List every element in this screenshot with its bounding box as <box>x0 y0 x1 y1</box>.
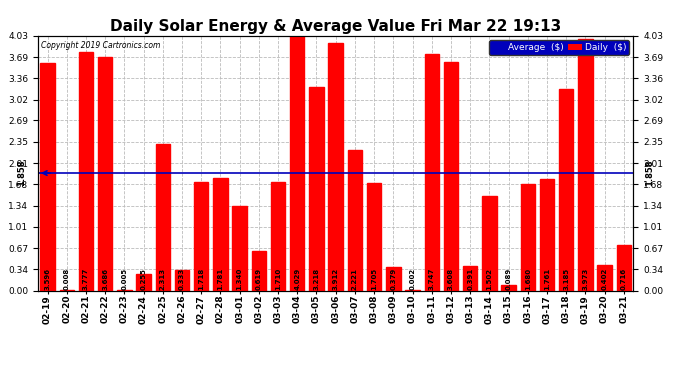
Text: 1.705: 1.705 <box>371 268 377 290</box>
Text: 0.333: 0.333 <box>179 268 185 290</box>
Bar <box>444 62 458 291</box>
Bar <box>40 63 55 291</box>
Bar <box>617 245 631 291</box>
Text: 3.912: 3.912 <box>333 268 339 290</box>
Text: 0.008: 0.008 <box>63 268 70 290</box>
Bar <box>502 285 515 291</box>
Bar <box>463 266 477 291</box>
Bar <box>520 184 535 291</box>
Text: 0.379: 0.379 <box>391 268 396 290</box>
Bar <box>386 267 400 291</box>
Text: 1.502: 1.502 <box>486 268 493 290</box>
Bar <box>540 179 554 291</box>
Text: 2.221: 2.221 <box>352 268 358 290</box>
Text: 3.608: 3.608 <box>448 268 454 290</box>
Text: 1.858: 1.858 <box>17 160 26 186</box>
Bar <box>252 252 266 291</box>
Bar <box>98 57 112 291</box>
Text: 3.973: 3.973 <box>582 268 589 290</box>
Text: 0.716: 0.716 <box>621 268 627 290</box>
Text: 0.391: 0.391 <box>467 268 473 290</box>
Text: 3.747: 3.747 <box>428 268 435 290</box>
Text: 4.029: 4.029 <box>294 268 300 290</box>
Bar <box>424 54 439 291</box>
Bar <box>348 150 362 291</box>
Text: 3.777: 3.777 <box>83 268 89 290</box>
Bar <box>271 182 285 291</box>
Text: 0.005: 0.005 <box>121 268 128 290</box>
Title: Daily Solar Energy & Average Value Fri Mar 22 19:13: Daily Solar Energy & Average Value Fri M… <box>110 20 561 34</box>
Text: 1.761: 1.761 <box>544 268 550 290</box>
Legend: Average  ($), Daily  ($): Average ($), Daily ($) <box>489 40 629 54</box>
Bar <box>598 265 612 291</box>
Text: 1.718: 1.718 <box>198 268 204 290</box>
Bar <box>137 274 151 291</box>
Bar <box>79 52 93 291</box>
Text: 3.218: 3.218 <box>313 268 319 290</box>
Text: 1.340: 1.340 <box>237 268 243 290</box>
Bar <box>59 290 74 291</box>
Bar <box>194 182 208 291</box>
Text: 0.002: 0.002 <box>410 268 415 290</box>
Text: 0.255: 0.255 <box>141 268 146 290</box>
Text: 3.185: 3.185 <box>563 268 569 290</box>
Text: 1.781: 1.781 <box>217 268 224 290</box>
Bar <box>559 89 573 291</box>
Text: 2.313: 2.313 <box>160 268 166 290</box>
Bar <box>328 43 343 291</box>
Bar <box>367 183 382 291</box>
Bar <box>309 87 324 291</box>
Bar <box>578 39 593 291</box>
Text: 3.596: 3.596 <box>45 268 50 290</box>
Text: 1.858: 1.858 <box>645 160 654 186</box>
Bar <box>213 178 228 291</box>
Bar <box>233 206 247 291</box>
Bar <box>290 36 304 291</box>
Text: 3.686: 3.686 <box>102 268 108 290</box>
Text: 0.089: 0.089 <box>506 268 511 290</box>
Text: 1.680: 1.680 <box>525 268 531 290</box>
Bar <box>175 270 189 291</box>
Text: 0.402: 0.402 <box>602 268 608 290</box>
Bar <box>482 196 497 291</box>
Text: 0.619: 0.619 <box>256 268 262 290</box>
Text: Copyright 2019 Cartronics.com: Copyright 2019 Cartronics.com <box>41 41 160 50</box>
Text: 1.710: 1.710 <box>275 268 281 290</box>
Bar <box>156 144 170 291</box>
